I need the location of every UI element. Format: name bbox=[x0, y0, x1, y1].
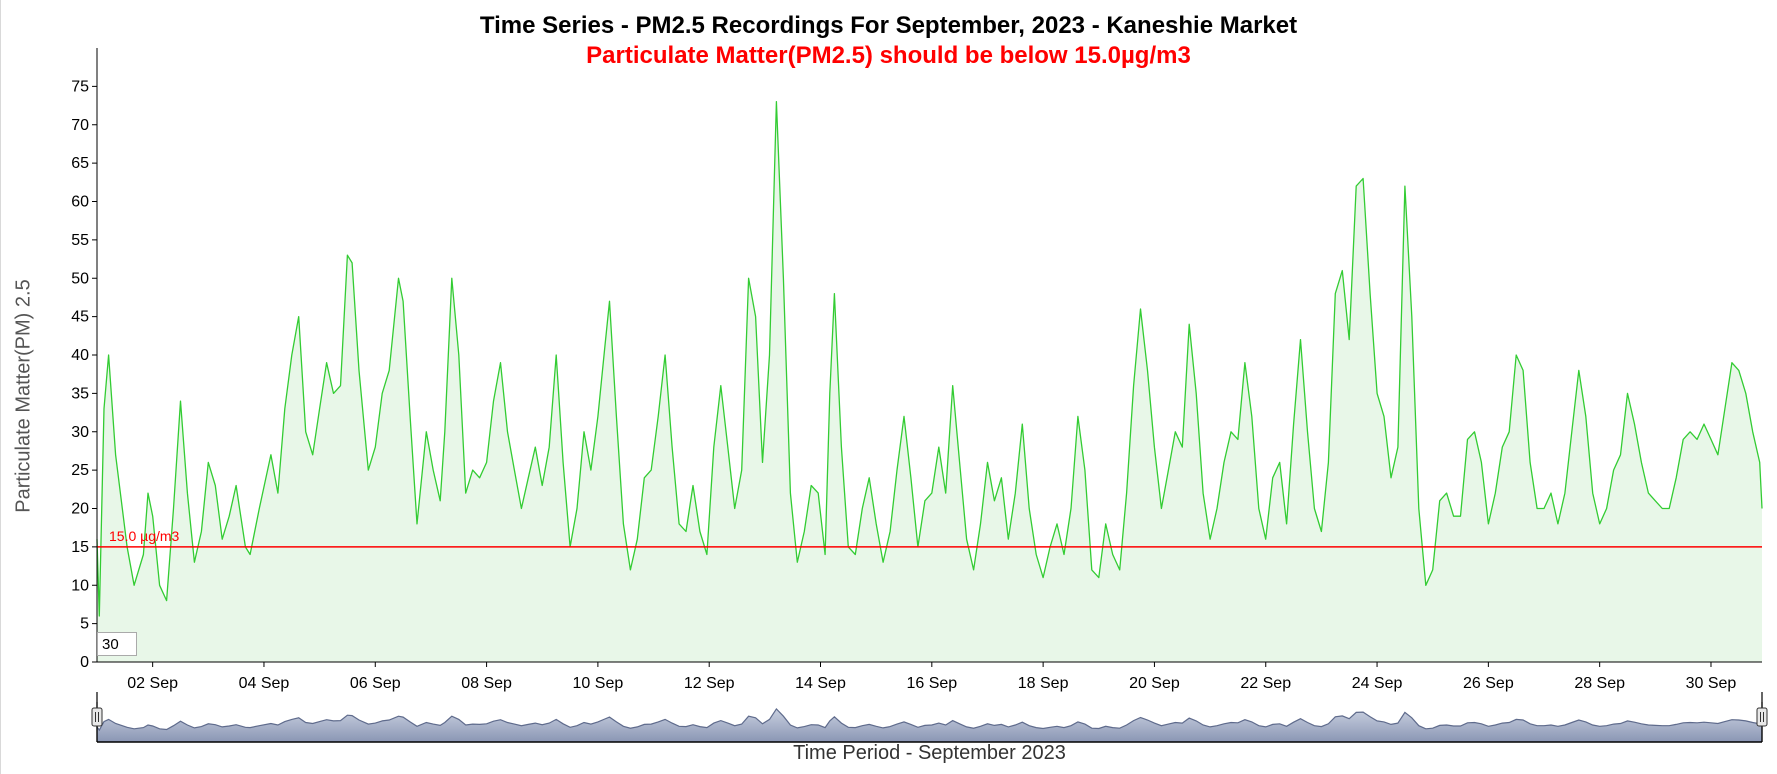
y-tick-label: 75 bbox=[71, 78, 89, 95]
x-tick-label: 14 Sep bbox=[795, 675, 846, 692]
page-left-border bbox=[0, 0, 1, 774]
series-area bbox=[97, 101, 1762, 662]
x-tick-label: 18 Sep bbox=[1018, 675, 1069, 692]
x-tick-label: 22 Sep bbox=[1240, 675, 1291, 692]
y-tick-label: 35 bbox=[71, 385, 89, 402]
y-tick-label: 60 bbox=[71, 194, 89, 211]
chart-title: Time Series - PM2.5 Recordings For Septe… bbox=[479, 12, 1298, 39]
y-tick-label: 5 bbox=[80, 616, 89, 633]
y-tick-label: 10 bbox=[71, 577, 89, 594]
y-axis-label: Particulate Matter(PM) 2.5 bbox=[12, 279, 35, 513]
x-tick-label: 08 Sep bbox=[461, 675, 512, 692]
x-tick-label: 28 Sep bbox=[1574, 675, 1625, 692]
x-tick-label: 24 Sep bbox=[1352, 675, 1403, 692]
y-tick-label: 65 bbox=[71, 155, 89, 172]
y-tick-label: 0 bbox=[80, 654, 89, 671]
x-tick-label: 04 Sep bbox=[239, 675, 290, 692]
x-axis: 02 Sep 04 Sep 06 Sep 08 Sep 10 Sep 12 Sep 14 S… bbox=[97, 661, 1762, 692]
x-tick-label: 06 Sep bbox=[350, 675, 401, 692]
range-handle-left[interactable] bbox=[91, 707, 103, 727]
plot-area: 15.0 µg/m3 bbox=[96, 101, 1763, 662]
y-tick-label: 15 bbox=[71, 539, 89, 556]
chart-subtitle: Particulate Matter(PM2.5) should be belo… bbox=[586, 42, 1191, 69]
x-tick-label: 26 Sep bbox=[1463, 675, 1514, 692]
threshold-label: 15.0 µg/m3 bbox=[109, 528, 180, 544]
x-tick-label: 12 Sep bbox=[684, 675, 735, 692]
range-selector[interactable] bbox=[91, 691, 1768, 743]
x-axis-label: Time Period - September 2023 bbox=[793, 742, 1066, 764]
range-selector-line bbox=[96, 707, 1763, 732]
y-tick-label: 30 bbox=[71, 424, 89, 441]
series-line bbox=[96, 101, 1763, 617]
y-tick-label: 50 bbox=[71, 270, 89, 287]
x-tick-label: 20 Sep bbox=[1129, 675, 1180, 692]
roll-period-input[interactable] bbox=[97, 632, 137, 656]
y-tick-label: 45 bbox=[71, 309, 89, 326]
y-tick-label: 40 bbox=[71, 347, 89, 364]
y-tick-label: 25 bbox=[71, 462, 89, 479]
y-tick-label: 20 bbox=[71, 501, 89, 518]
x-tick-label: 10 Sep bbox=[573, 675, 624, 692]
range-handle-right[interactable] bbox=[1756, 707, 1768, 727]
y-tick-label: 70 bbox=[71, 117, 89, 134]
y-axis: 0 5 10 15 20 25 30 35 40 45 50 55 60 65 70 75 bbox=[71, 48, 98, 671]
x-tick-label: 16 Sep bbox=[906, 675, 957, 692]
y-tick-label: 55 bbox=[71, 232, 89, 249]
x-tick-label: 30 Sep bbox=[1686, 675, 1737, 692]
x-tick-label: 02 Sep bbox=[127, 675, 178, 692]
